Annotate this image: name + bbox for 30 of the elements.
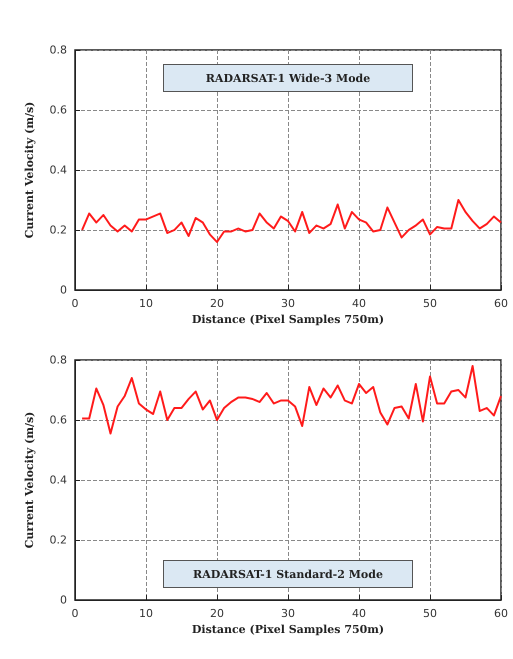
line-series (81, 199, 502, 243)
x-tick-label: 0 (72, 297, 78, 310)
x-tick-label: 0 (72, 607, 78, 620)
y-tick-label: 0.4 (50, 164, 67, 176)
x-tick-label: 10 (139, 607, 153, 620)
x-tick-label: 60 (494, 607, 508, 620)
y-tick-label: 0.2 (50, 534, 67, 546)
x-tick-label: 20 (210, 297, 224, 310)
line-series (81, 365, 502, 434)
y-tick-label: 0.2 (50, 224, 67, 236)
x-tick-label: 10 (139, 297, 153, 310)
x-tick-label: 40 (352, 607, 366, 620)
y-tick-label: 0.6 (50, 104, 67, 116)
y-tick-label: 0.8 (50, 44, 67, 56)
x-tick-label: 30 (281, 607, 295, 620)
x-tick-label: 60 (494, 297, 508, 310)
x-tick-label: 20 (210, 607, 224, 620)
x-axis-title: Distance (Pixel Samples 750m) (192, 312, 384, 326)
x-tick-label: 50 (423, 297, 437, 310)
x-axis-title: Distance (Pixel Samples 750m) (192, 622, 384, 636)
y-tick-label: 0 (60, 284, 67, 296)
y-tick-label: 0 (60, 594, 67, 606)
x-tick-label: 40 (352, 297, 366, 310)
y-axis-title: Current Velocity (m/s) (23, 102, 36, 238)
x-tick-label: 50 (423, 607, 437, 620)
y-tick-label: 0.4 (50, 474, 67, 486)
y-axis-title: Current Velocity (m/s) (23, 412, 36, 548)
y-tick-label: 0.8 (50, 354, 67, 366)
y-tick-label: 0.6 (50, 414, 67, 426)
x-tick-label: 30 (281, 297, 295, 310)
